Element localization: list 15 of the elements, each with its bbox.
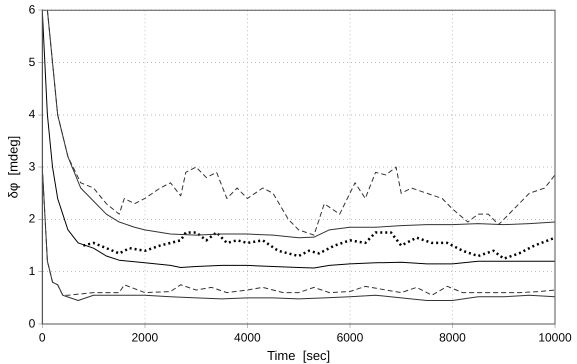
x-tick-label: 2000 xyxy=(131,330,158,345)
y-tick-label: 0 xyxy=(28,316,36,330)
x-tick-label: 8000 xyxy=(439,330,466,345)
y-tick-label: 3 xyxy=(28,159,36,174)
x-tick-label: 6000 xyxy=(336,330,364,345)
x-tick-label: 0 xyxy=(38,330,46,345)
y-axis-title: δφ [mdeg] xyxy=(5,136,20,198)
y-tick-label: 4 xyxy=(28,107,36,122)
x-tick-label: 10000 xyxy=(538,330,572,345)
x-axis-title: Time [sec] xyxy=(267,348,330,363)
y-tick-label: 1 xyxy=(28,264,36,278)
x-tick-label: 4000 xyxy=(234,330,262,345)
y-tick-label: 5 xyxy=(28,54,36,69)
y-tick-label: 6 xyxy=(28,2,36,17)
y-tick-label: 2 xyxy=(28,212,36,226)
